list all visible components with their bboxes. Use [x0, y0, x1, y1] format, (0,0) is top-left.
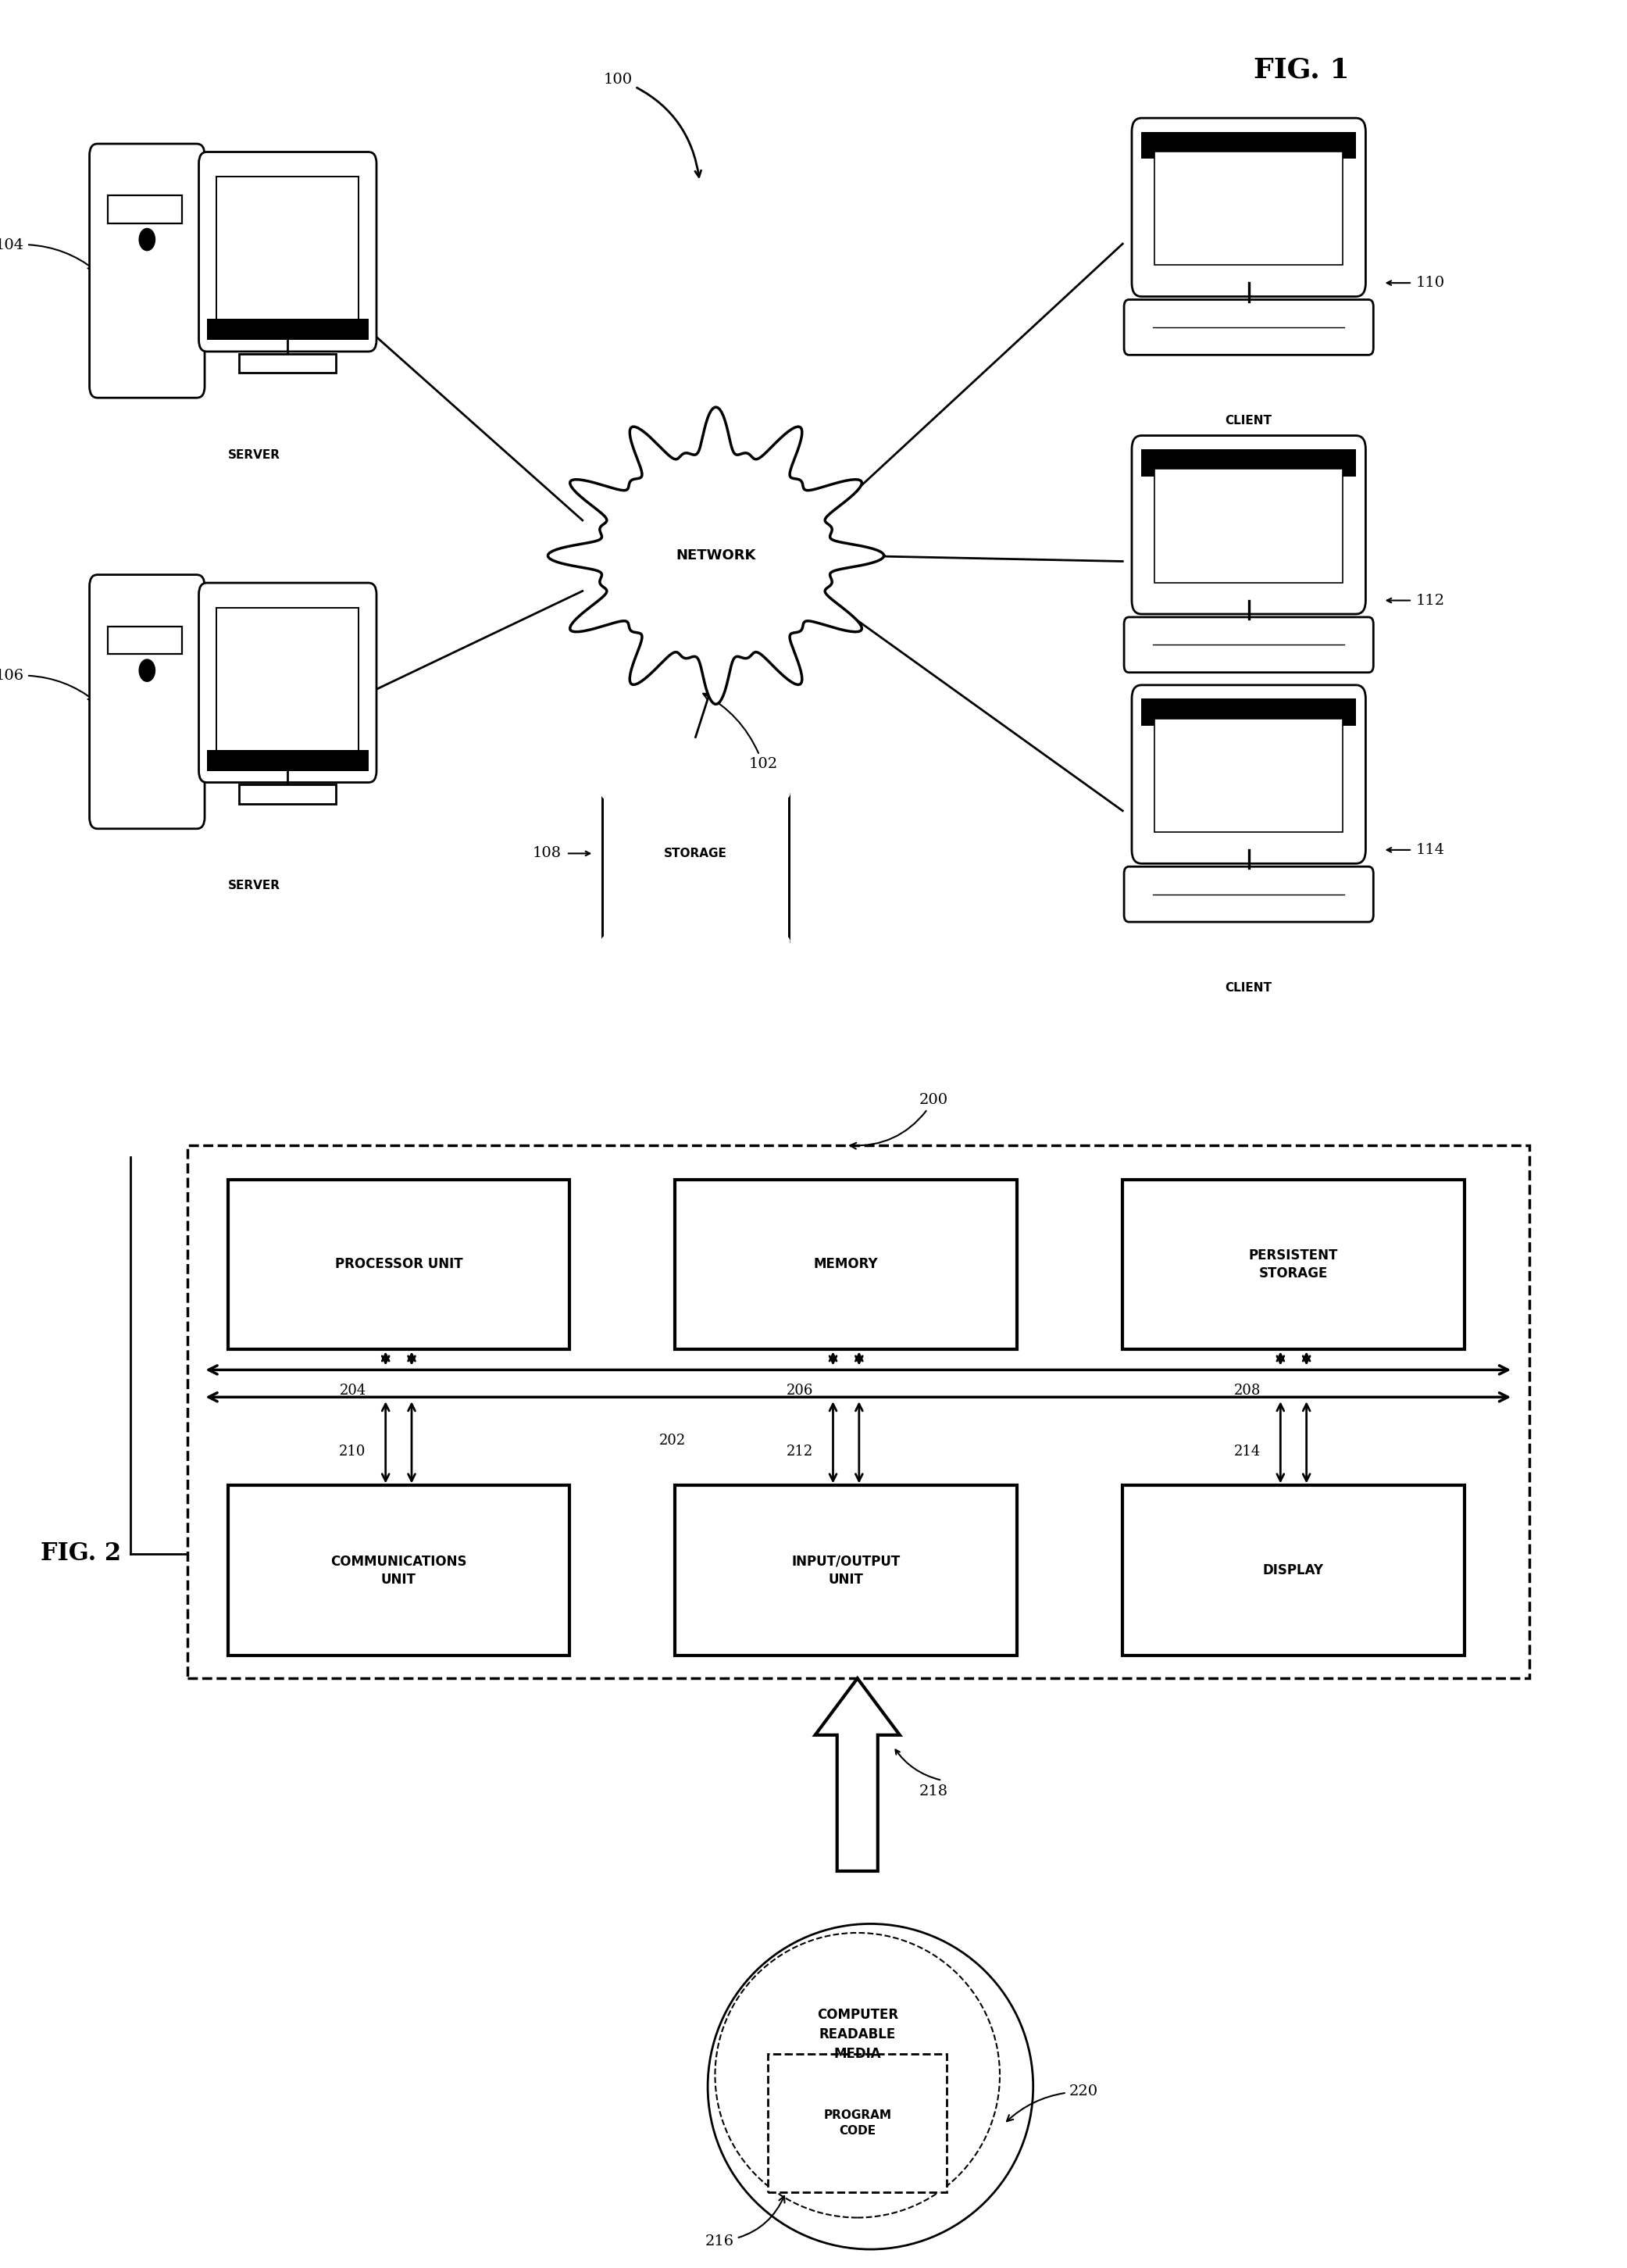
FancyBboxPatch shape [89, 574, 205, 828]
Text: PROGRAM
CODE: PROGRAM CODE [823, 2109, 892, 2136]
Text: STORAGE: STORAGE [664, 848, 727, 860]
FancyBboxPatch shape [675, 1179, 1017, 1349]
FancyBboxPatch shape [1132, 435, 1365, 615]
FancyBboxPatch shape [187, 1145, 1529, 1678]
Text: DISPLAY: DISPLAY [1263, 1563, 1324, 1579]
FancyBboxPatch shape [1124, 617, 1373, 674]
Text: SERVER: SERVER [228, 449, 280, 460]
Ellipse shape [695, 1912, 1020, 2239]
FancyBboxPatch shape [216, 608, 358, 758]
FancyBboxPatch shape [1142, 449, 1355, 476]
FancyBboxPatch shape [228, 1179, 569, 1349]
FancyBboxPatch shape [1155, 152, 1342, 265]
FancyBboxPatch shape [1123, 1179, 1464, 1349]
FancyBboxPatch shape [1142, 699, 1355, 726]
Text: 220: 220 [1007, 2084, 1098, 2121]
FancyBboxPatch shape [207, 751, 368, 771]
Text: 108: 108 [532, 846, 561, 860]
Text: MEMORY: MEMORY [814, 1256, 879, 1272]
Ellipse shape [602, 923, 789, 959]
Text: 104: 104 [0, 238, 94, 270]
Text: CLIENT: CLIENT [1225, 415, 1272, 426]
FancyBboxPatch shape [107, 195, 182, 222]
Text: SERVER: SERVER [228, 880, 280, 891]
Text: 106: 106 [0, 669, 94, 701]
Text: 210: 210 [338, 1445, 366, 1458]
Text: 214: 214 [1235, 1445, 1261, 1458]
Text: FIG. 1: FIG. 1 [1254, 57, 1349, 84]
Text: 208: 208 [1233, 1383, 1261, 1397]
Text: CLIENT: CLIENT [1225, 982, 1272, 993]
Text: 112: 112 [1415, 594, 1445, 608]
Circle shape [140, 660, 155, 680]
Text: PROCESSOR UNIT: PROCESSOR UNIT [335, 1256, 462, 1272]
Text: 102: 102 [703, 694, 778, 771]
Text: 218: 218 [919, 1785, 949, 1799]
Text: INPUT/OUTPUT
UNIT: INPUT/OUTPUT UNIT [792, 1554, 900, 1588]
Text: 100: 100 [604, 73, 701, 177]
FancyBboxPatch shape [1155, 469, 1342, 583]
Text: 200: 200 [849, 1093, 949, 1150]
FancyBboxPatch shape [216, 177, 358, 327]
FancyBboxPatch shape [602, 794, 789, 941]
Text: CLIENT: CLIENT [1225, 733, 1272, 744]
FancyBboxPatch shape [239, 354, 337, 372]
Text: FIG. 2: FIG. 2 [41, 1542, 122, 1565]
FancyBboxPatch shape [239, 785, 337, 803]
FancyBboxPatch shape [228, 1486, 569, 1656]
Ellipse shape [602, 776, 789, 812]
FancyBboxPatch shape [1132, 685, 1365, 864]
FancyBboxPatch shape [1155, 719, 1342, 832]
FancyBboxPatch shape [1132, 118, 1365, 297]
FancyBboxPatch shape [89, 143, 205, 397]
FancyBboxPatch shape [1124, 866, 1373, 923]
Text: 114: 114 [1415, 844, 1445, 857]
Text: 110: 110 [1415, 277, 1445, 290]
FancyBboxPatch shape [1142, 132, 1355, 159]
Text: COMPUTER
READABLE
MEDIA: COMPUTER READABLE MEDIA [817, 2007, 898, 2062]
Text: 202: 202 [659, 1433, 685, 1447]
FancyBboxPatch shape [768, 2055, 947, 2193]
Text: 204: 204 [340, 1383, 366, 1397]
FancyBboxPatch shape [198, 152, 376, 352]
Text: PERSISTENT
STORAGE: PERSISTENT STORAGE [1250, 1247, 1337, 1281]
FancyBboxPatch shape [1123, 1486, 1464, 1656]
Polygon shape [548, 406, 883, 705]
Text: 216: 216 [706, 2195, 784, 2248]
FancyBboxPatch shape [1124, 299, 1373, 354]
FancyBboxPatch shape [207, 320, 368, 340]
Ellipse shape [602, 456, 830, 655]
FancyBboxPatch shape [675, 1486, 1017, 1656]
Text: NETWORK: NETWORK [675, 549, 757, 562]
FancyBboxPatch shape [198, 583, 376, 782]
Text: 212: 212 [787, 1445, 814, 1458]
FancyArrow shape [815, 1678, 900, 1871]
Text: COMMUNICATIONS
UNIT: COMMUNICATIONS UNIT [330, 1554, 467, 1588]
FancyBboxPatch shape [107, 626, 182, 653]
Circle shape [140, 229, 155, 249]
Text: 206: 206 [786, 1383, 814, 1397]
